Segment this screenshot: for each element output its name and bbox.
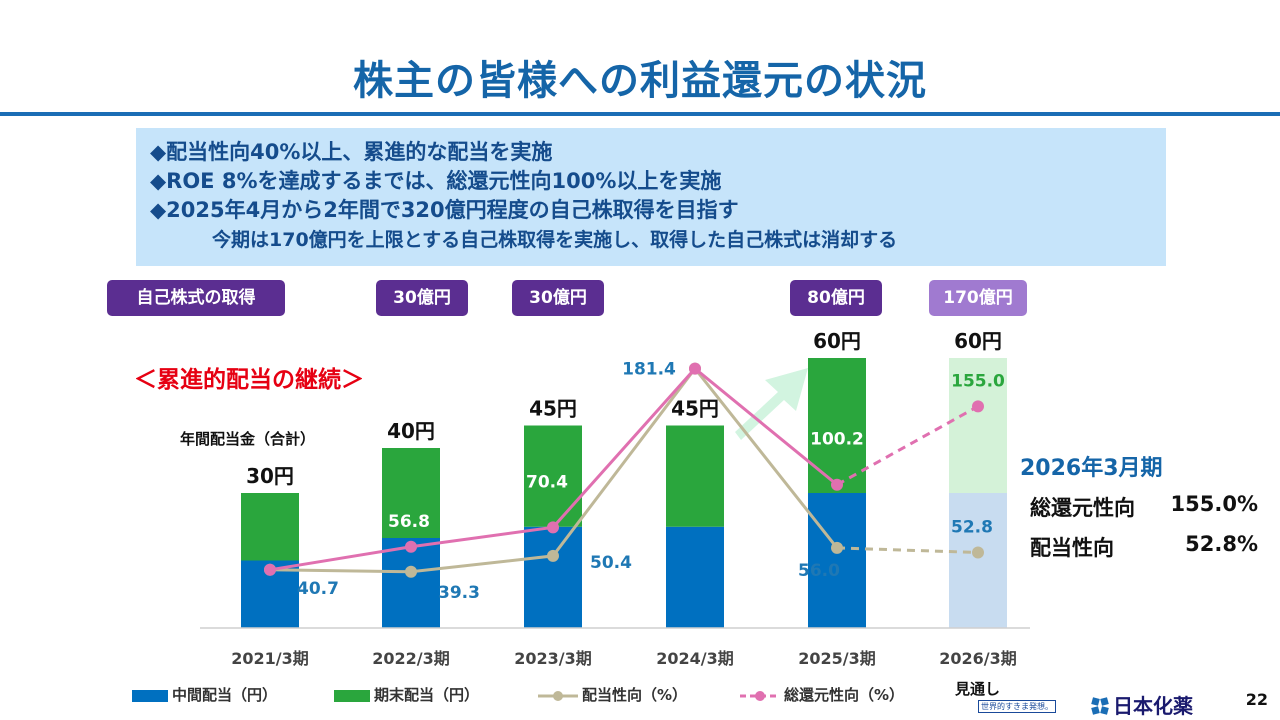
bar-final-2 — [524, 425, 582, 527]
payout-ratio-point-1 — [405, 565, 417, 578]
page-title: 株主の皆様への利益還元の状況 — [353, 58, 927, 104]
progressive-dividend-heading: ＜累進的配当の継続＞ — [134, 367, 364, 393]
fy2026-payout-row: 配当性向 52.8% — [1030, 532, 1258, 562]
fy2026-payout-value: 52.8% — [1185, 532, 1258, 556]
bar-interim-3 — [666, 526, 724, 628]
company-name: 日本化薬 — [1113, 694, 1193, 718]
buyback-tag-2026: 170億円 — [929, 280, 1027, 316]
legend-final: 期末配当（円） — [334, 684, 479, 705]
bar-total-label-2: 45円 — [529, 397, 577, 421]
bar-interim-5 — [949, 493, 1007, 628]
bar-total-label-4: 60円 — [813, 329, 861, 353]
x-tick-label-1: 2022/3期 — [372, 649, 450, 668]
growth-arrow — [735, 368, 808, 440]
bar-total-label-1: 40円 — [387, 419, 435, 443]
payout-ratio-point-4 — [831, 541, 843, 554]
total-return-label-1: 56.8 — [388, 512, 430, 532]
payout-label-1: 39.3 — [438, 583, 480, 603]
legend-payout-label: 配当性向（%） — [582, 686, 688, 704]
total-return-ratio-point-2 — [547, 521, 559, 534]
bar-total-label-5: 60円 — [954, 329, 1002, 353]
fy2026-total-return-value: 155.0% — [1170, 492, 1258, 516]
bar-final-0 — [241, 493, 299, 561]
legend-payout-swatch — [538, 690, 578, 701]
total-return-ratio-point-3 — [689, 362, 701, 375]
company-slogan: 世界的すきま発想。 — [978, 700, 1056, 713]
buyback-tag-2025: 80億円 — [790, 280, 882, 316]
bar-interim-1 — [382, 538, 440, 628]
x-tick-label-4: 2025/3期 — [798, 649, 876, 668]
bar-interim-4 — [808, 493, 866, 628]
page-number: 22 — [1245, 690, 1268, 709]
total-return-ratio-point-0 — [264, 563, 276, 576]
legend-total-return-label: 総還元性向（%） — [784, 686, 905, 704]
bar-final-3 — [666, 425, 724, 527]
buyback-tag-2023: 30億円 — [512, 280, 604, 316]
forecast-label: 見通し — [955, 680, 1001, 698]
legend-payout: 配当性向（%） — [538, 684, 687, 705]
x-tick-label-2: 2023/3期 — [514, 649, 592, 668]
bar-final-4 — [808, 358, 866, 493]
total-return-label-4: 100.2 — [810, 430, 864, 450]
payout-label-2: 50.4 — [590, 553, 632, 573]
legend-total-return-swatch — [740, 690, 780, 701]
policy-line-3: ◆2025年4月から2年間で320億円程度の自己株取得を目指す — [150, 198, 739, 222]
legend-final-swatch — [334, 689, 370, 702]
total-return-ratio-point-5 — [972, 400, 984, 413]
policy-summary-box: ◆配当性向40%以上、累進的な配当を実施 ◆ROE 8%を達成するまでは、総還元… — [136, 128, 1166, 266]
payout-ratio-point-5 — [972, 546, 984, 559]
x-tick-label-3: 2024/3期 — [656, 649, 734, 668]
legend-interim-swatch — [132, 689, 168, 702]
total-return-label-3: 181.4 — [622, 360, 676, 380]
bar-total-label-3: 45円 — [671, 397, 719, 421]
x-tick-label-0: 2021/3期 — [231, 649, 309, 668]
buyback-tag-2022: 30億円 — [376, 280, 468, 316]
bar-final-5 — [949, 358, 1007, 493]
policy-line-2: ◆ROE 8%を達成するまでは、総還元性向100%以上を実施 — [150, 169, 722, 193]
fy2026-total-return-label: 総還元性向 — [1030, 496, 1135, 520]
payout-label-4: 56.0 — [798, 561, 840, 581]
payout-label-5: 52.8 — [951, 517, 993, 537]
legend-interim: 中間配当（円） — [132, 684, 277, 705]
payout-ratio-point-2 — [547, 549, 559, 562]
buyback-heading-tag: 自己株式の取得 — [107, 280, 285, 316]
total-return-ratio-point-1 — [405, 540, 417, 553]
fy2026-total-return-row: 総還元性向 155.0% — [1030, 492, 1258, 522]
legend-interim-label: 中間配当（円） — [172, 686, 278, 704]
policy-line-1: ◆配当性向40%以上、累進的な配当を実施 — [150, 140, 553, 164]
bar-total-label-0: 30円 — [246, 464, 294, 488]
company-logo: 日本化薬 — [1090, 690, 1193, 719]
payout-ratio-forecast-line — [836, 546, 979, 554]
total-return-label-2: 70.4 — [526, 472, 568, 492]
legend-total-return: 総還元性向（%） — [740, 684, 904, 705]
payout-label-0: 40.7 — [297, 579, 339, 599]
x-tick-label-5: 2026/3期 — [939, 649, 1017, 668]
annual-dividend-label: 年間配当金（合計） — [180, 430, 316, 448]
title-divider — [0, 112, 1280, 116]
bar-interim-2 — [524, 526, 582, 628]
fy2026-payout-label: 配当性向 — [1030, 536, 1114, 560]
bar-final-1 — [382, 448, 440, 538]
policy-line-4: 今期は170億円を上限とする自己株取得を実施し、取得した自己株式は消却する — [212, 229, 898, 251]
total-return-label-5: 155.0 — [951, 371, 1005, 391]
legend-final-label: 期末配当（円） — [374, 686, 480, 704]
fy2026-title: 2026年3月期 — [1020, 456, 1163, 481]
total-return-ratio-point-4 — [831, 478, 843, 491]
company-logo-icon — [1091, 697, 1109, 715]
